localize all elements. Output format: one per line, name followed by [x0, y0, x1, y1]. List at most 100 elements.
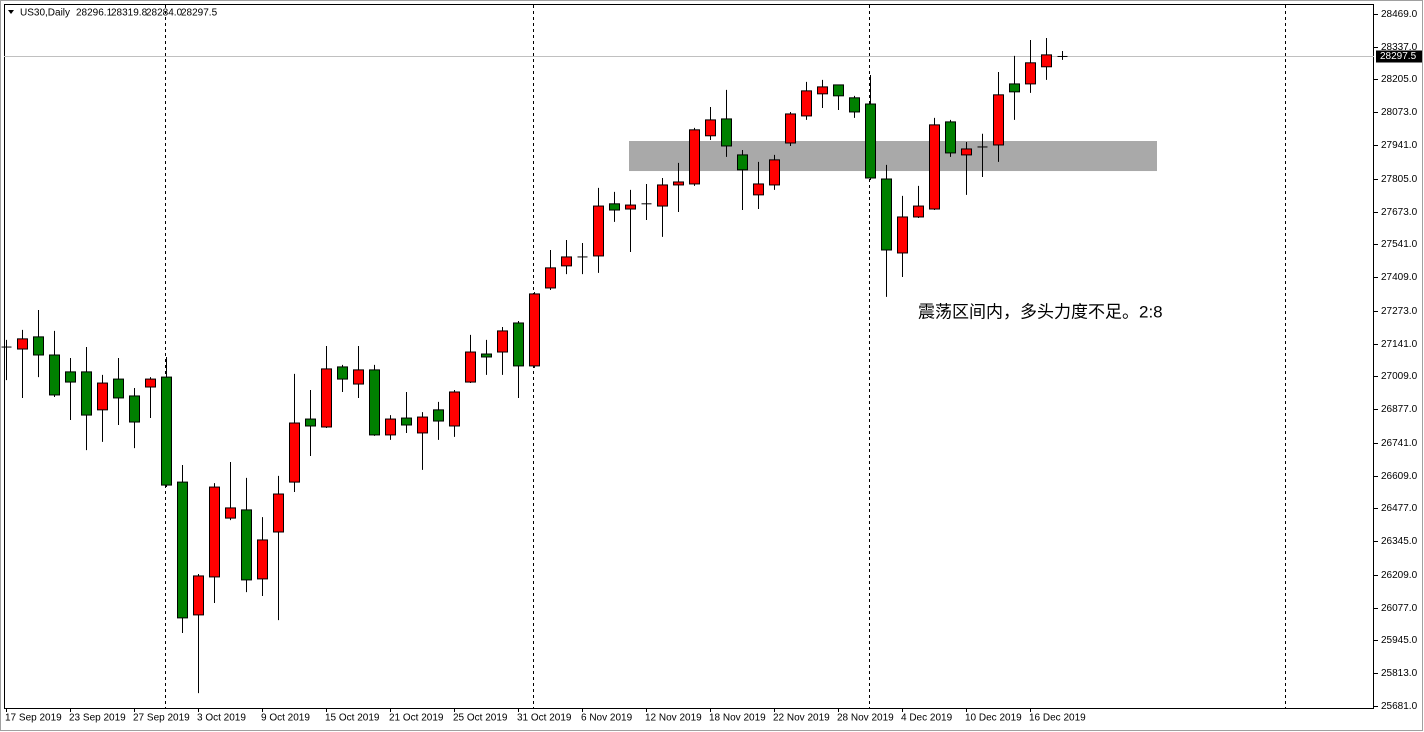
body	[465, 351, 476, 383]
body	[817, 86, 828, 95]
body	[993, 94, 1004, 146]
body	[113, 378, 124, 399]
price-label-box	[1376, 50, 1422, 63]
x-tick-label: 3 Oct 2019	[197, 713, 246, 724]
y-tick-label: 26209.0	[1381, 570, 1418, 581]
body	[369, 369, 380, 436]
header-open: 28296.1	[76, 8, 113, 19]
y-tick-label: 27273.0	[1381, 306, 1418, 317]
y-tick-label: 26609.0	[1381, 471, 1418, 482]
header-high: 28319.8	[111, 8, 148, 19]
body	[529, 293, 540, 367]
body	[81, 371, 92, 416]
body	[385, 418, 396, 436]
body	[849, 97, 860, 113]
body	[161, 376, 172, 486]
body	[657, 184, 668, 207]
body	[449, 391, 460, 427]
body	[705, 119, 716, 137]
body	[929, 124, 940, 210]
candle	[977, 133, 988, 177]
body	[737, 154, 748, 171]
x-tick-label: 6 Nov 2019	[581, 713, 633, 724]
header-close: 28297.5	[181, 8, 218, 19]
x-tick-label: 25 Oct 2019	[453, 713, 508, 724]
body	[209, 486, 220, 578]
body	[65, 371, 76, 383]
body	[497, 330, 508, 353]
body	[305, 418, 316, 427]
body	[785, 113, 796, 144]
body	[609, 203, 620, 211]
candle	[1057, 50, 1068, 60]
y-tick-label: 26345.0	[1381, 536, 1418, 547]
candle	[641, 183, 652, 220]
annotation: 震荡区间内，多头力度不足。2:8	[918, 302, 1163, 321]
x-tick-label: 23 Sep 2019	[69, 713, 126, 724]
body	[241, 509, 252, 581]
body	[897, 216, 908, 254]
y-tick-label: 28073.0	[1381, 107, 1418, 118]
y-tick-label: 27673.0	[1381, 207, 1418, 218]
body	[721, 118, 732, 147]
body	[673, 181, 684, 186]
body	[1041, 54, 1052, 68]
body	[561, 256, 572, 267]
body	[481, 353, 492, 358]
body	[689, 129, 700, 185]
x-tick-label: 10 Dec 2019	[965, 713, 1022, 724]
body	[865, 103, 876, 179]
y-tick-label: 27141.0	[1381, 339, 1418, 350]
body	[433, 409, 444, 422]
candle	[1, 339, 12, 381]
body	[401, 417, 412, 426]
body	[273, 493, 284, 533]
x-tick-label: 4 Dec 2019	[901, 713, 953, 724]
body	[17, 338, 28, 350]
body	[177, 481, 188, 619]
y-tick-label: 26741.0	[1381, 438, 1418, 449]
body	[545, 267, 556, 289]
price-label: 28297.5	[1380, 51, 1417, 62]
body	[881, 178, 892, 251]
y-tick-label: 26077.0	[1381, 603, 1418, 614]
body	[945, 121, 956, 154]
x-tick-label: 27 Sep 2019	[133, 713, 190, 724]
y-tick-label: 27805.0	[1381, 174, 1418, 185]
body	[145, 378, 156, 388]
symbol-label: US30,Daily	[20, 8, 70, 19]
x-tick-label: 12 Nov 2019	[645, 713, 702, 724]
candle	[577, 243, 588, 275]
header-low: 28284.0	[146, 8, 183, 19]
body	[833, 84, 844, 97]
x-tick-label: 16 Dec 2019	[1029, 713, 1086, 724]
y-tick-label: 25945.0	[1381, 635, 1418, 646]
body	[801, 90, 812, 117]
menu-arrow[interactable]	[8, 10, 14, 14]
body	[257, 539, 268, 580]
body	[1025, 62, 1036, 85]
y-tick-label: 28337.0	[1381, 42, 1418, 53]
x-tick-label: 15 Oct 2019	[325, 713, 380, 724]
body	[33, 336, 44, 356]
body	[49, 354, 60, 396]
body	[353, 369, 364, 385]
x-tick-label: 17 Sep 2019	[5, 713, 62, 724]
x-tick-label: 22 Nov 2019	[773, 713, 830, 724]
y-tick-label: 27409.0	[1381, 272, 1418, 283]
body	[225, 507, 236, 519]
body	[769, 159, 780, 186]
body	[593, 205, 604, 257]
body	[193, 575, 204, 616]
body	[513, 322, 524, 367]
x-tick-label: 31 Oct 2019	[517, 713, 572, 724]
y-tick-label: 26477.0	[1381, 503, 1418, 514]
body	[129, 395, 140, 423]
y-tick-label: 27941.0	[1381, 140, 1418, 151]
y-tick-label: 26877.0	[1381, 404, 1418, 415]
x-tick-label: 28 Nov 2019	[837, 713, 894, 724]
body	[337, 366, 348, 380]
body	[913, 205, 924, 218]
